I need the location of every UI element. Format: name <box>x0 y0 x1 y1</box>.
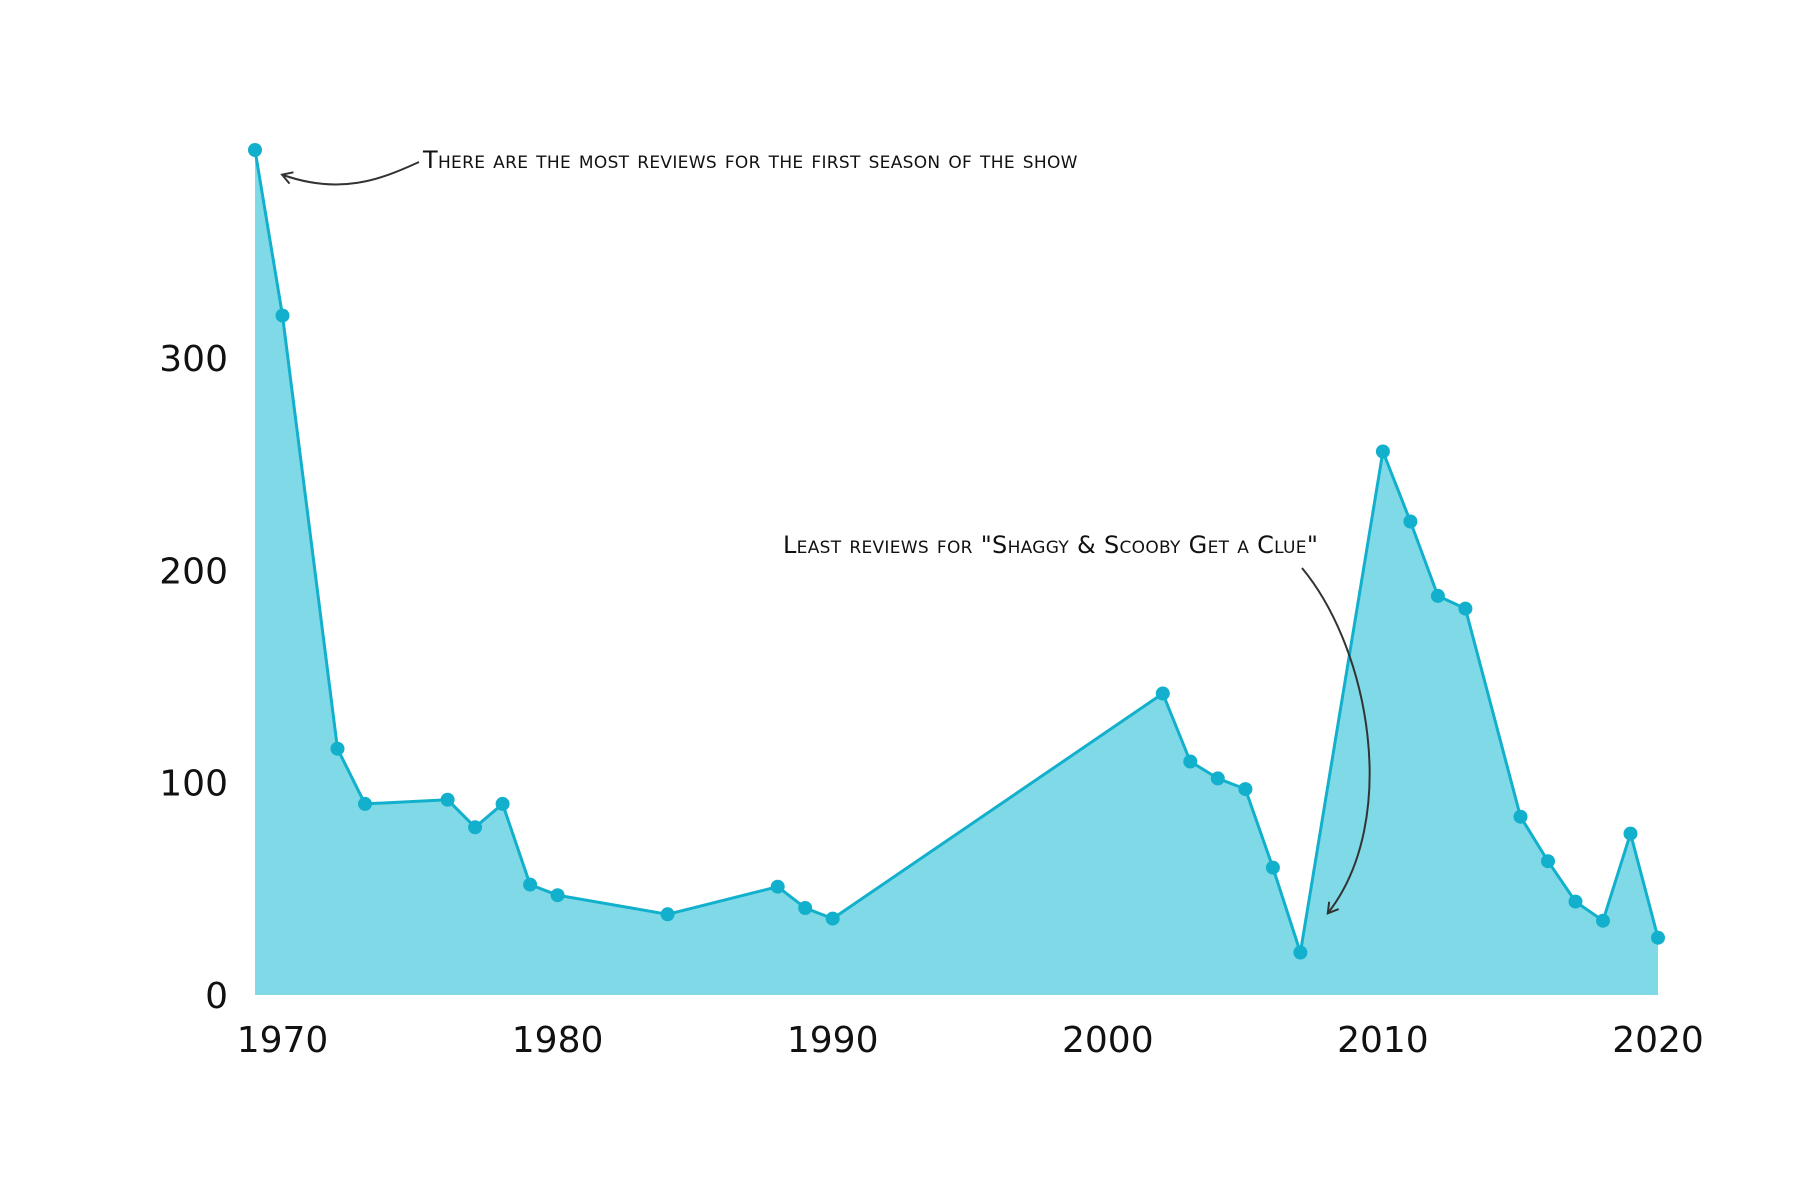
data-point-2005 <box>1238 782 1253 797</box>
data-point-1970 <box>275 308 290 323</box>
x-tick-label-1970: 1970 <box>237 1020 329 1061</box>
data-point-2013 <box>1458 601 1473 616</box>
data-point-2019 <box>1623 826 1638 841</box>
annotation-least-reviews: Least reviews for "Shaggy & Scooby Get a… <box>783 531 1318 559</box>
data-point-2017 <box>1568 894 1583 909</box>
x-axis-ticks: 1970 1980 1990 2000 2010 2020 <box>237 1020 1704 1061</box>
data-point-1980 <box>550 888 565 903</box>
data-point-2003 <box>1183 754 1198 769</box>
annotation-layer: There are the most reviews for the first… <box>280 146 1371 915</box>
x-tick-label-2020: 2020 <box>1612 1020 1704 1061</box>
data-point-2011 <box>1403 514 1418 529</box>
annotation-first-season: There are the most reviews for the first… <box>422 146 1078 174</box>
area-layer <box>255 150 1658 995</box>
marker-layer <box>248 143 1665 960</box>
data-point-1988 <box>770 879 785 894</box>
data-point-1972 <box>330 741 345 756</box>
data-point-2015 <box>1513 809 1528 824</box>
y-axis-ticks: 0 100 200 300 <box>159 339 228 1017</box>
annotation-arrow-first-season <box>280 161 420 186</box>
data-point-2006 <box>1265 860 1280 875</box>
data-point-1984 <box>660 907 675 922</box>
data-point-1969 <box>248 143 262 157</box>
data-point-1989 <box>798 901 813 915</box>
x-tick-label-1980: 1980 <box>512 1020 604 1061</box>
data-point-2012 <box>1430 588 1445 603</box>
y-tick-label-0: 0 <box>205 976 228 1017</box>
data-point-2004 <box>1210 771 1225 786</box>
data-point-1973 <box>358 796 372 811</box>
data-point-2007 <box>1293 945 1308 960</box>
data-point-2010 <box>1375 444 1390 459</box>
data-point-1977 <box>468 820 483 835</box>
area-fill <box>255 150 1658 995</box>
x-tick-label-1990: 1990 <box>787 1020 879 1061</box>
x-tick-label-2000: 2000 <box>1062 1020 1154 1061</box>
data-point-2018 <box>1596 913 1610 928</box>
data-point-1979 <box>523 877 538 892</box>
data-point-1978 <box>495 796 510 811</box>
x-tick-label-2010: 2010 <box>1337 1020 1429 1061</box>
y-tick-label-300: 300 <box>159 339 228 380</box>
data-point-2016 <box>1541 854 1555 869</box>
data-point-1990 <box>825 911 840 926</box>
data-point-1976 <box>440 792 455 807</box>
y-tick-label-100: 100 <box>159 764 228 805</box>
data-point-2002 <box>1155 686 1170 701</box>
y-tick-label-200: 200 <box>159 551 228 592</box>
data-point-2020 <box>1651 930 1665 945</box>
annotation-arrow-least-reviews <box>1301 567 1371 915</box>
